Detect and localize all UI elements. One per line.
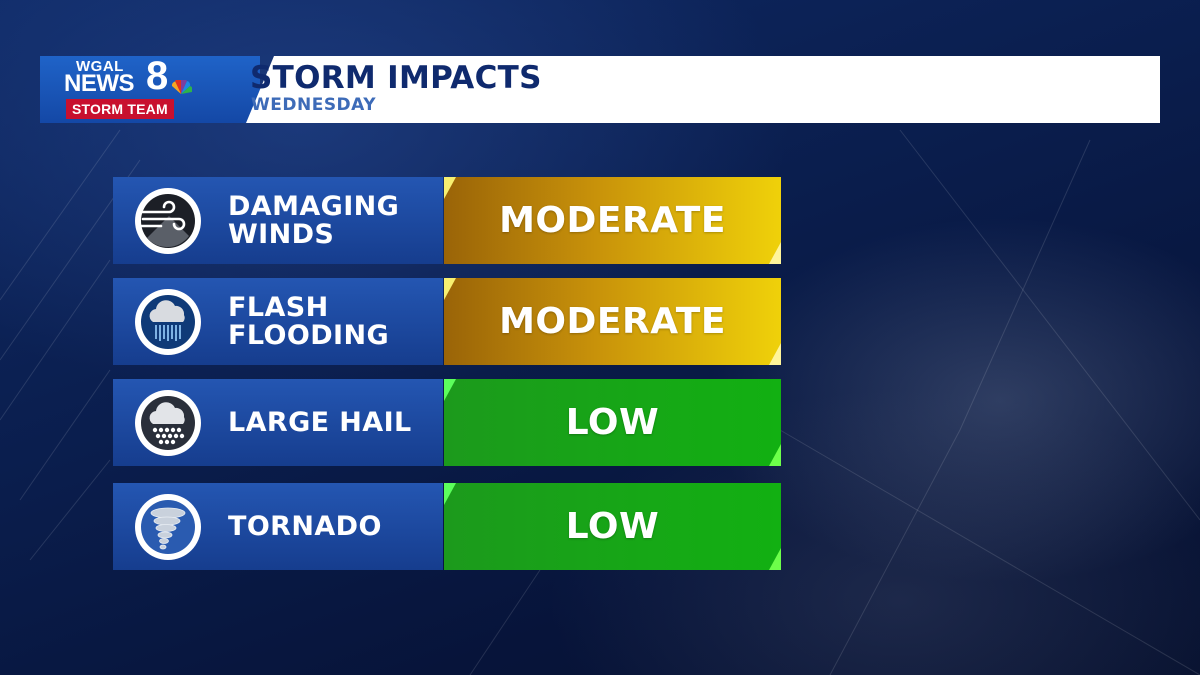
impact-label: DAMAGING WINDS (228, 190, 400, 250)
impact-row-damaging-winds: DAMAGING WINDS MODERATE (113, 177, 781, 264)
impact-level-badge: LOW (444, 379, 781, 466)
impact-label: LARGE HAIL (228, 406, 412, 438)
impact-label-panel: TORNADO (113, 483, 443, 570)
tornado-icon (135, 494, 201, 560)
page-title: STORM IMPACTS (250, 60, 542, 96)
impact-level: LOW (565, 402, 660, 443)
impact-level-badge: MODERATE (444, 177, 781, 264)
hail-cloud-icon (135, 390, 201, 456)
impact-row-tornado: TORNADO LOW (113, 483, 781, 570)
impact-row-large-hail: LARGE HAIL LOW (113, 379, 781, 466)
impact-level-badge: LOW (444, 483, 781, 570)
title-panel (246, 56, 1160, 123)
logo-wgal-text: WGAL (76, 58, 124, 75)
page-subtitle: WEDNESDAY (251, 95, 377, 115)
impact-label-panel: LARGE HAIL (113, 379, 443, 466)
impact-level: LOW (565, 506, 660, 547)
peacock-icon (171, 80, 192, 94)
impact-label: TORNADO (228, 510, 382, 542)
logo-number: 8 (146, 54, 169, 98)
impact-row-flash-flooding: FLASH FLOODING MODERATE (113, 278, 781, 365)
impact-label: FLASH FLOODING (228, 291, 390, 351)
impact-label-panel: DAMAGING WINDS (113, 177, 443, 264)
impact-label-panel: FLASH FLOODING (113, 278, 443, 365)
storm-team-badge: STORM TEAM (66, 99, 174, 119)
impact-level: MODERATE (499, 301, 726, 342)
impact-level: MODERATE (499, 200, 726, 241)
impact-level-badge: MODERATE (444, 278, 781, 365)
header-bar (40, 56, 1160, 123)
logo-news-text: NEWS (64, 70, 135, 97)
wind-icon (135, 188, 201, 254)
rain-cloud-icon (135, 289, 201, 355)
